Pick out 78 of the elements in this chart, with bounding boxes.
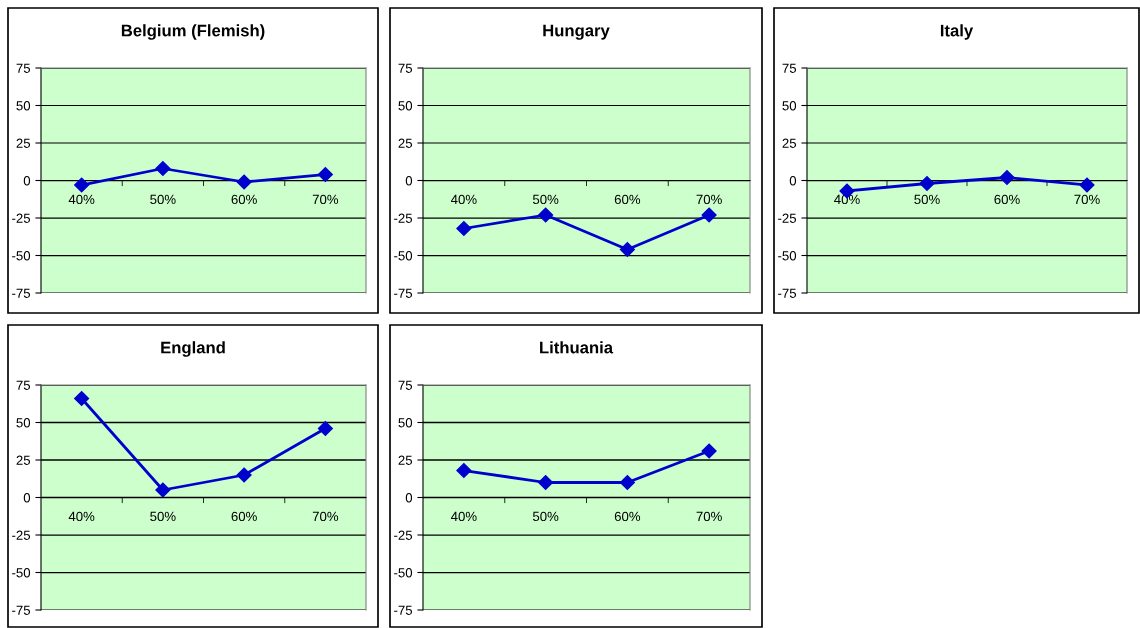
point: [619, 241, 635, 258]
point: [317, 420, 333, 437]
y-tick-label: 75: [16, 63, 31, 73]
y-tick-label: 50: [398, 418, 413, 428]
y-tick-label: -50: [778, 251, 797, 261]
y-tick-label: -50: [394, 251, 413, 261]
point: [236, 174, 252, 190]
y-tick-label: -75: [778, 288, 797, 298]
point: [1079, 177, 1095, 193]
y-tick-label: -25: [12, 530, 31, 540]
y-tick-label: 25: [398, 455, 413, 465]
chart-title: Italy: [940, 24, 974, 40]
point: [456, 220, 472, 237]
point: [701, 207, 717, 223]
x-tick-label: 50%: [150, 511, 176, 522]
y-tick-label: 0: [405, 176, 413, 186]
y-tick-label: -50: [394, 568, 413, 578]
y-tick-label: 75: [782, 63, 797, 73]
y-tick-label: -25: [778, 213, 797, 223]
chart-title: Lithuania: [540, 341, 614, 354]
x-tick-label: 40%: [68, 511, 95, 522]
point: [155, 482, 171, 498]
x-tick-label: 70%: [312, 194, 339, 205]
y-tick-label: -25: [12, 213, 31, 223]
y-tick-label: 0: [405, 493, 413, 503]
x-tick-label: 60%: [614, 194, 641, 205]
x-tick-label: 60%: [231, 511, 257, 522]
y-tick-label: 75: [398, 380, 413, 390]
chart-title: Hungary: [543, 24, 610, 40]
point: [236, 467, 252, 483]
point: [999, 169, 1015, 186]
x-tick-label: 70%: [696, 511, 722, 522]
x-tick-label: 50%: [532, 194, 559, 205]
point: [74, 390, 90, 407]
point: [701, 443, 717, 459]
x-tick-label: 70%: [1074, 194, 1100, 205]
y-tick-label: -25: [394, 213, 413, 223]
y-tick-label: -75: [12, 605, 31, 615]
y-tick-label: 50: [16, 101, 31, 111]
y-tick-label: 50: [16, 418, 31, 428]
y-tick-label: 0: [23, 176, 31, 186]
x-tick-label: 60%: [994, 194, 1020, 205]
x-tick-label: 70%: [312, 511, 339, 522]
y-tick-label: 0: [789, 176, 797, 186]
point: [538, 207, 554, 223]
point: [155, 160, 171, 177]
y-tick-label: -25: [394, 530, 413, 540]
point: [317, 166, 333, 183]
x-tick-label: 40%: [450, 511, 477, 522]
x-tick-label: 60%: [614, 511, 641, 522]
point: [538, 474, 554, 491]
x-tick-label: 50%: [914, 194, 940, 205]
y-tick-label: 50: [782, 101, 797, 111]
point: [919, 175, 935, 192]
x-tick-label: 50%: [150, 194, 176, 205]
chart-title: England: [161, 341, 225, 357]
y-tick-label: 25: [16, 138, 31, 148]
y-tick-label: 75: [398, 63, 413, 73]
x-tick-label: 40%: [68, 194, 95, 205]
y-tick-label: -50: [12, 251, 31, 261]
y-tick-label: 25: [782, 138, 797, 148]
y-tick-label: 50: [398, 101, 413, 111]
y-tick-label: 75: [16, 380, 31, 390]
y-tick-label: 25: [398, 138, 413, 148]
y-tick-label: -75: [12, 288, 31, 298]
point: [74, 177, 90, 193]
point: [619, 474, 635, 491]
chart-title: Belgium (Flemish): [121, 24, 265, 40]
x-tick-label: 70%: [696, 194, 722, 205]
x-tick-label: 60%: [231, 194, 257, 205]
y-tick-label: 0: [23, 493, 31, 503]
y-tick-label: -75: [394, 605, 413, 615]
y-tick-label: -50: [12, 568, 31, 578]
y-tick-label: -75: [394, 288, 413, 298]
point: [456, 462, 472, 479]
x-tick-label: 40%: [450, 194, 477, 205]
x-tick-label: 50%: [532, 511, 559, 522]
y-tick-label: 25: [16, 455, 31, 465]
